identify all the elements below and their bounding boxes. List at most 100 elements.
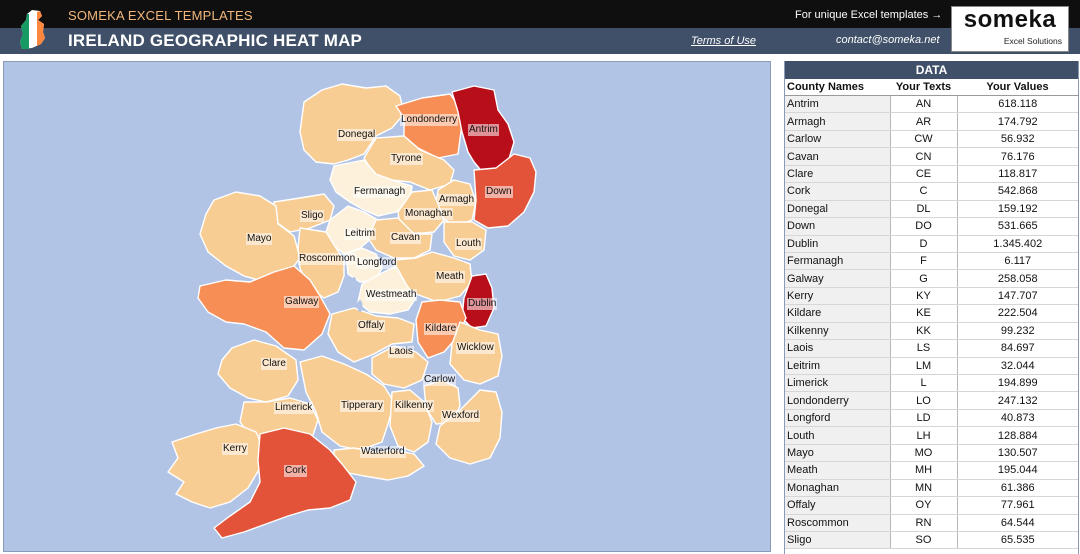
county-value-cell[interactable]: 61.386 bbox=[957, 479, 1078, 498]
county-name-cell[interactable]: Carlow bbox=[785, 130, 891, 149]
county-label-armagh: Armagh bbox=[438, 194, 476, 206]
county-name-cell[interactable]: Leitrim bbox=[785, 357, 891, 376]
promo-link[interactable]: For unique Excel templates → bbox=[795, 9, 943, 21]
county-value-cell[interactable]: 84.697 bbox=[957, 339, 1078, 358]
county-name-cell[interactable]: Galway bbox=[785, 269, 891, 288]
county-value-cell[interactable]: 618.118 bbox=[957, 95, 1078, 114]
county-text-cell[interactable]: AR bbox=[890, 112, 958, 131]
county-text-cell[interactable]: DL bbox=[890, 200, 958, 219]
county-value-cell[interactable]: 65.535 bbox=[957, 531, 1078, 550]
county-value-cell[interactable]: 174.792 bbox=[957, 112, 1078, 131]
county-name-cell[interactable]: Longford bbox=[785, 409, 891, 428]
county-text-cell[interactable]: G bbox=[890, 269, 958, 288]
county-text-cell[interactable]: MN bbox=[890, 479, 958, 498]
county-name-cell[interactable]: Dublin bbox=[785, 235, 891, 253]
county-label-tipperary: Tipperary bbox=[340, 400, 384, 412]
county-name-cell[interactable]: Monaghan bbox=[785, 479, 891, 498]
county-value-cell[interactable]: 542.868 bbox=[957, 182, 1078, 201]
county-name-cell[interactable]: Down bbox=[785, 217, 891, 236]
county-text-cell[interactable]: MO bbox=[890, 444, 958, 463]
county-value-cell[interactable]: 130.507 bbox=[957, 444, 1078, 463]
county-name-cell[interactable]: Fermanagh bbox=[785, 252, 891, 271]
county-text-cell[interactable]: SO bbox=[890, 531, 958, 550]
county-name-cell[interactable]: Roscommon bbox=[785, 514, 891, 532]
county-text-cell[interactable]: D bbox=[890, 235, 958, 253]
county-value-cell[interactable]: 6.117 bbox=[957, 252, 1078, 271]
contact-email[interactable]: contact@someka.net bbox=[836, 34, 940, 46]
county-name-cell[interactable]: Mayo bbox=[785, 444, 891, 463]
county-value-cell[interactable]: 77.961 bbox=[957, 496, 1078, 515]
county-name-cell[interactable]: Kildare bbox=[785, 304, 891, 323]
county-value-cell[interactable]: 194.899 bbox=[957, 374, 1078, 393]
county-name-cell[interactable]: Cavan bbox=[785, 147, 891, 166]
county-text-cell[interactable]: LD bbox=[890, 409, 958, 428]
county-name-cell[interactable]: Kilkenny bbox=[785, 322, 891, 341]
county-text-cell[interactable]: CE bbox=[890, 165, 958, 184]
county-value-cell[interactable]: 76.176 bbox=[957, 147, 1078, 166]
county-text-cell[interactable]: CN bbox=[890, 147, 958, 166]
county-text-cell[interactable]: AN bbox=[890, 95, 958, 114]
county-value-cell[interactable]: 32.044 bbox=[957, 357, 1078, 376]
county-text-cell[interactable]: LO bbox=[890, 391, 958, 410]
county-value-cell[interactable]: 531.665 bbox=[957, 217, 1078, 236]
county-name-cell[interactable]: Sligo bbox=[785, 531, 891, 550]
county-value-cell[interactable]: 222.504 bbox=[957, 304, 1078, 323]
county-galway[interactable] bbox=[197, 265, 331, 351]
county-text-cell[interactable]: LM bbox=[890, 357, 958, 376]
county-label-wicklow: Wicklow bbox=[456, 342, 495, 354]
county-name-cell[interactable]: Donegal bbox=[785, 200, 891, 219]
table-row: Louth LH 128.884 bbox=[785, 426, 1078, 445]
someka-logo[interactable]: someka Excel Solutions bbox=[951, 6, 1069, 52]
county-text-cell[interactable]: DO bbox=[890, 217, 958, 236]
county-text-cell[interactable]: C bbox=[890, 182, 958, 201]
county-name-cell[interactable]: Clare bbox=[785, 165, 891, 184]
county-text-cell[interactable]: KE bbox=[890, 304, 958, 323]
county-text-cell[interactable]: L bbox=[890, 374, 958, 393]
county-label-limerick: Limerick bbox=[274, 402, 314, 414]
county-value-cell[interactable]: 40.873 bbox=[957, 409, 1078, 428]
county-name-cell[interactable]: Armagh bbox=[785, 112, 891, 131]
county-name-cell[interactable]: Meath bbox=[785, 461, 891, 480]
county-value-cell[interactable]: 258.058 bbox=[957, 269, 1078, 288]
county-text-cell[interactable]: F bbox=[890, 252, 958, 271]
county-offaly[interactable] bbox=[327, 307, 415, 363]
county-text-cell[interactable]: OY bbox=[890, 496, 958, 515]
county-text-cell[interactable]: LS bbox=[890, 339, 958, 358]
county-text-cell[interactable]: LH bbox=[890, 426, 958, 445]
county-name-cell[interactable]: Louth bbox=[785, 426, 891, 445]
county-name-cell[interactable]: Cork bbox=[785, 182, 891, 201]
county-value-cell[interactable]: 159.192 bbox=[957, 200, 1078, 219]
county-value-cell[interactable]: 118.817 bbox=[957, 165, 1078, 184]
county-wexford[interactable] bbox=[435, 389, 503, 465]
county-label-monaghan: Monaghan bbox=[404, 208, 454, 220]
terms-of-use-link[interactable]: Terms of Use bbox=[691, 35, 757, 47]
county-value-cell[interactable]: 1.345.402 bbox=[957, 235, 1078, 253]
county-kerry[interactable] bbox=[167, 423, 265, 509]
county-text-cell[interactable]: KK bbox=[890, 322, 958, 341]
county-name-cell[interactable]: Kerry bbox=[785, 287, 891, 306]
county-clare[interactable] bbox=[217, 339, 299, 403]
logo-word: someka bbox=[963, 6, 1057, 33]
county-value-cell[interactable]: 128.884 bbox=[957, 426, 1078, 445]
county-londonderry[interactable] bbox=[395, 93, 463, 159]
county-text-cell[interactable]: KY bbox=[890, 287, 958, 306]
county-name-cell[interactable]: Antrim bbox=[785, 95, 891, 114]
county-name-cell[interactable]: Limerick bbox=[785, 374, 891, 393]
county-label-laois: Laois bbox=[388, 346, 414, 358]
county-text-cell[interactable]: CW bbox=[890, 130, 958, 149]
county-donegal[interactable] bbox=[299, 83, 405, 165]
county-label-clare: Clare bbox=[261, 358, 287, 370]
county-value-cell[interactable]: 56.932 bbox=[957, 130, 1078, 149]
county-name-cell[interactable]: Offaly bbox=[785, 496, 891, 515]
county-name-cell[interactable]: Londonderry bbox=[785, 391, 891, 410]
county-value-cell[interactable]: 147.707 bbox=[957, 287, 1078, 306]
county-value-cell[interactable]: 64.544 bbox=[957, 514, 1078, 532]
county-cork[interactable] bbox=[213, 427, 357, 539]
county-label-dublin: Dublin bbox=[467, 298, 498, 310]
county-value-cell[interactable]: 247.132 bbox=[957, 391, 1078, 410]
county-name-cell[interactable]: Laois bbox=[785, 339, 891, 358]
county-text-cell[interactable]: RN bbox=[890, 514, 958, 532]
county-text-cell[interactable]: MH bbox=[890, 461, 958, 480]
county-value-cell[interactable]: 195.044 bbox=[957, 461, 1078, 480]
county-value-cell[interactable]: 99.232 bbox=[957, 322, 1078, 341]
